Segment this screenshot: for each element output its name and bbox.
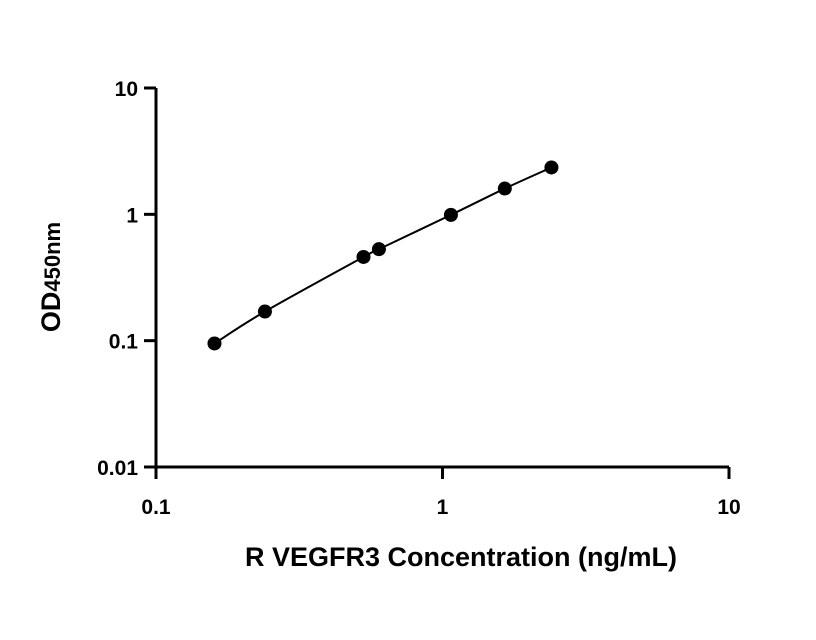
data-point: [497, 181, 512, 196]
y-tick-label: 0.01: [97, 457, 138, 480]
x-axis-title: R VEGFR3 Concentration (ng/mL): [245, 542, 677, 572]
y-tick-label: 0.1: [109, 331, 139, 354]
y-tick-label: 1: [126, 204, 138, 227]
data-point: [544, 160, 559, 175]
data-point: [257, 304, 272, 319]
data-points-layer: [207, 160, 559, 351]
data-point: [207, 336, 222, 351]
data-point: [443, 207, 458, 222]
x-tick-label: 10: [717, 496, 740, 519]
data-point: [356, 249, 371, 264]
x-tick-label: 0.1: [141, 496, 171, 519]
data-point: [371, 242, 386, 257]
y-axis-title-sub: 450nm: [40, 222, 65, 292]
y-tick-label: 10: [115, 78, 138, 101]
y-axis-title: OD450nm: [36, 222, 66, 332]
x-tick-label: 1: [437, 496, 449, 519]
y-axis-title-main: OD: [36, 292, 66, 333]
